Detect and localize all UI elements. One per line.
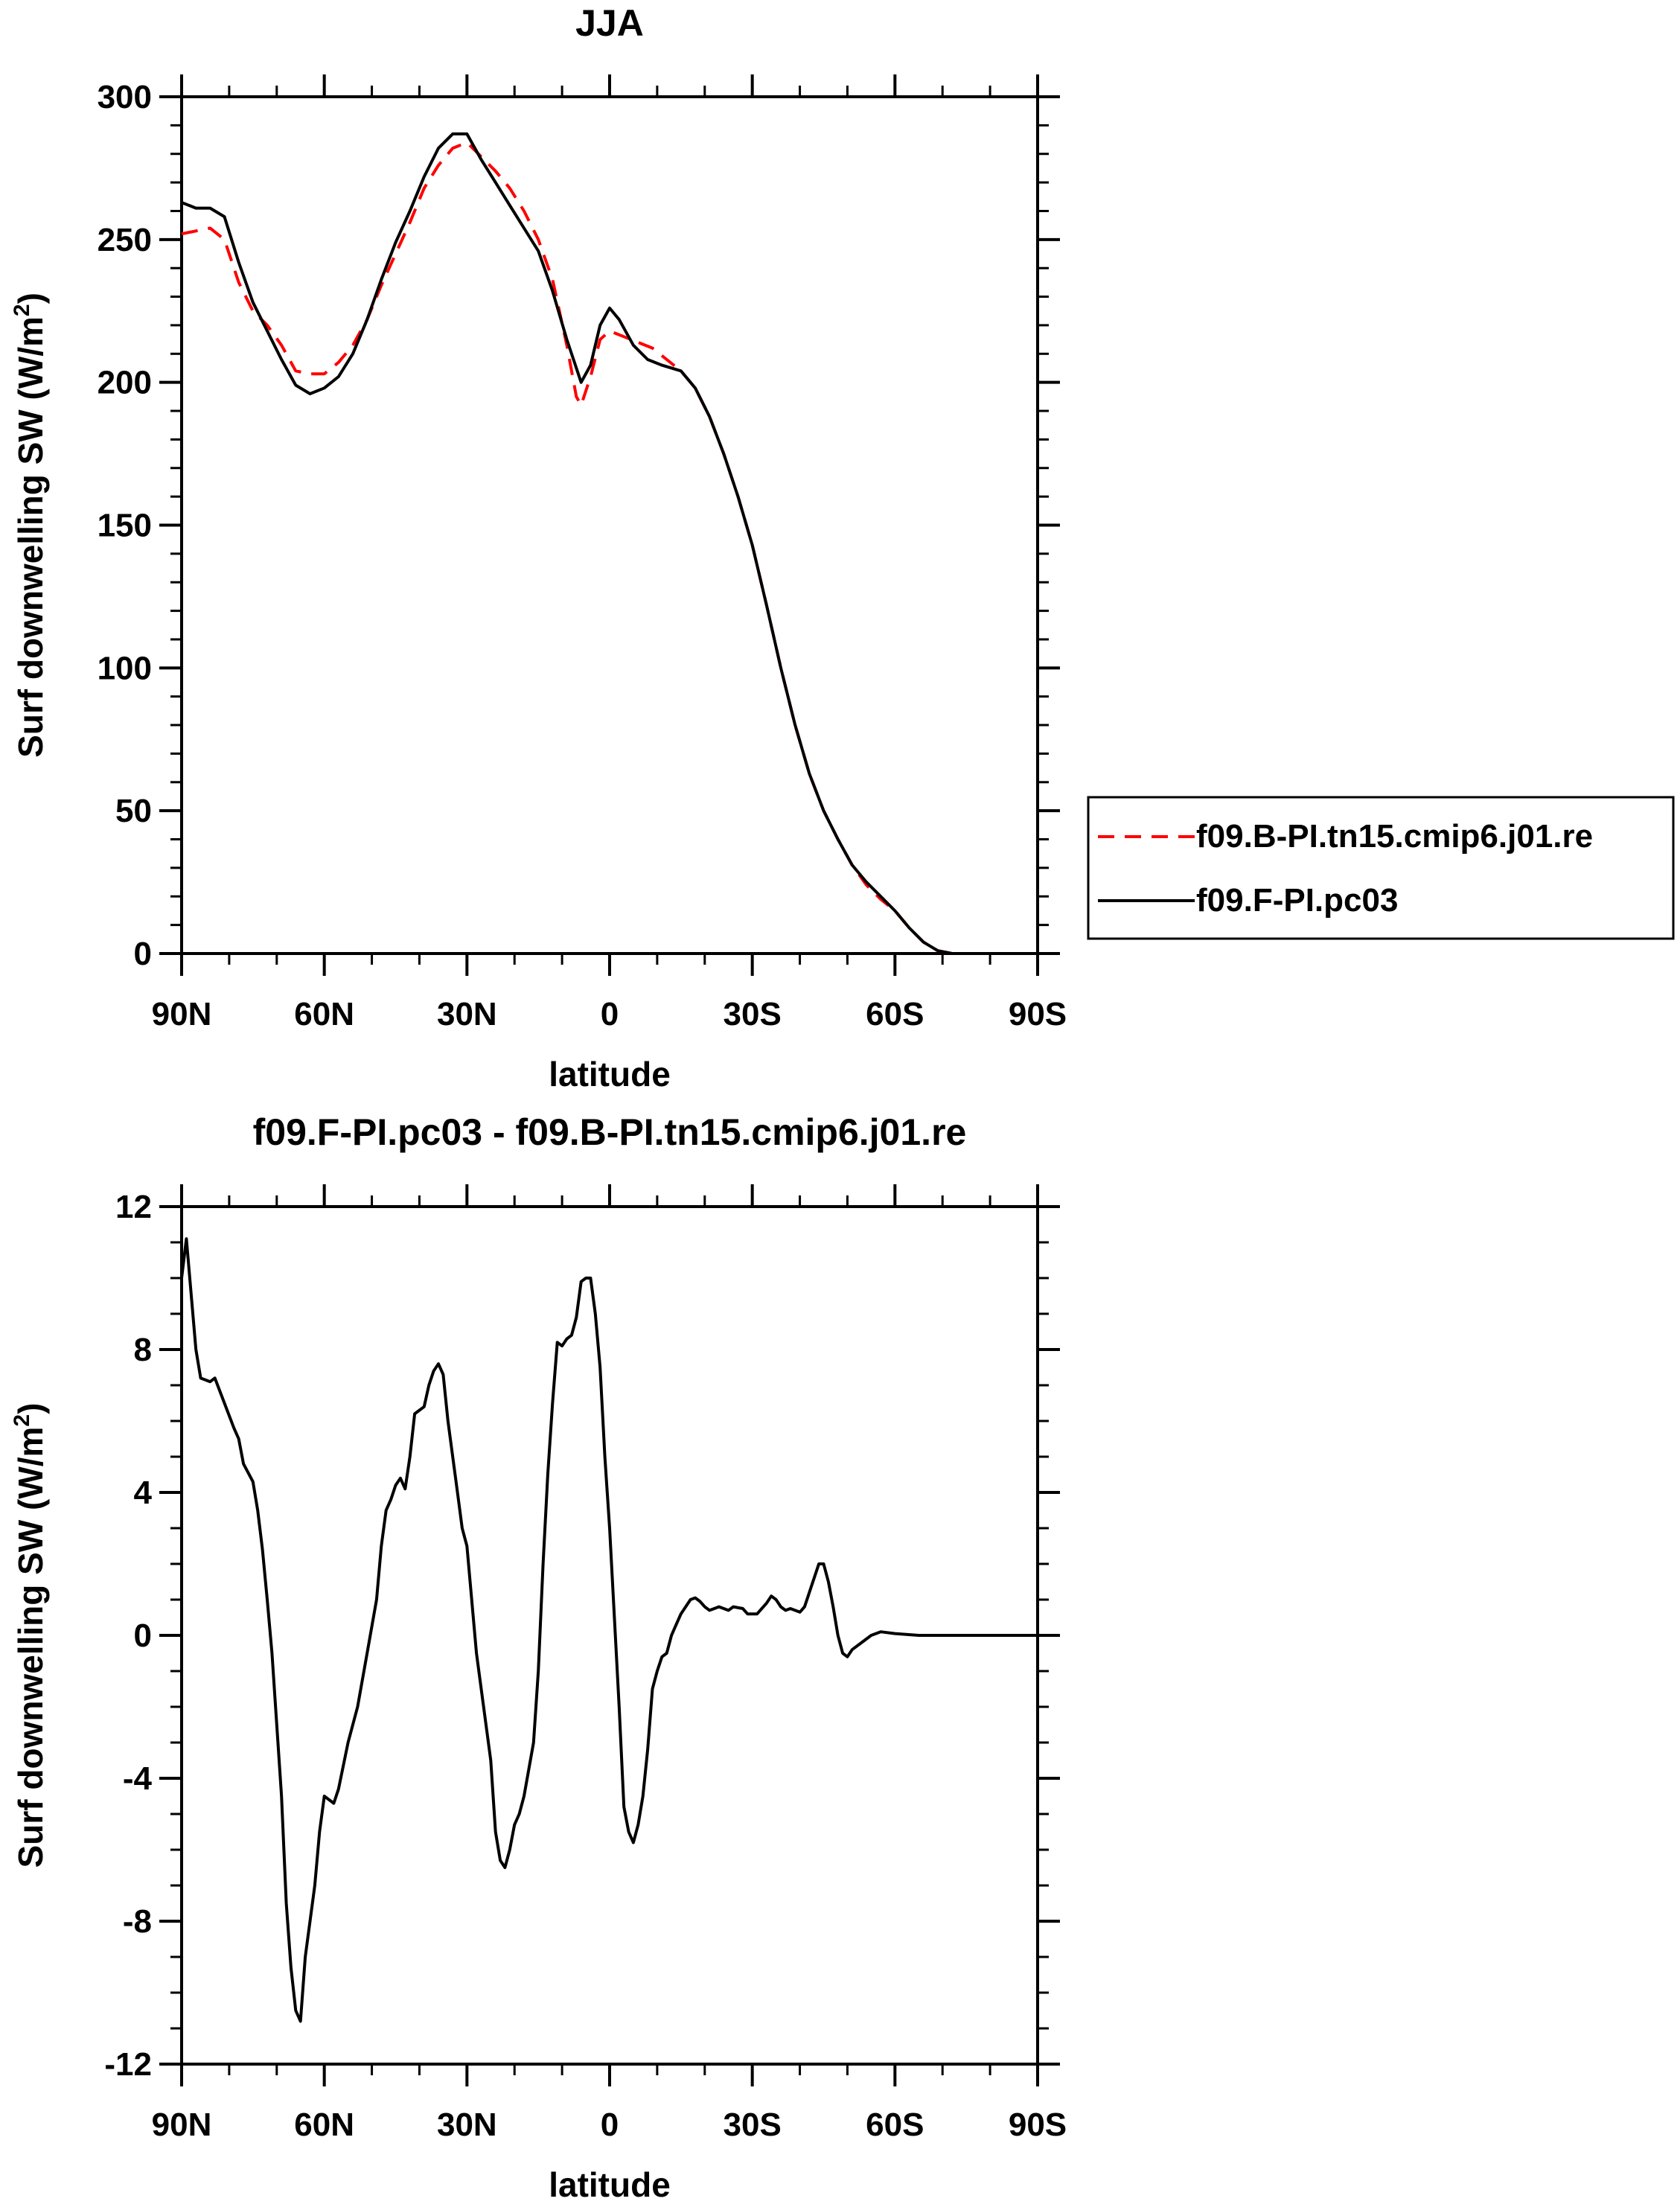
bottom-x-tick-label: 60N	[294, 2107, 354, 2143]
top-series-line-f09-f-pi-pc03	[181, 132, 1038, 955]
top-y-tick-label: 150	[98, 508, 152, 544]
top-y-tick-label: 50	[115, 793, 152, 829]
bottom-x-tick-label: 60S	[866, 2107, 924, 2143]
bottom-y-axis-label-end: )	[11, 1403, 50, 1414]
top-x-axis-label: latitude	[549, 1055, 671, 1093]
top-x-tick-label: 60N	[294, 996, 354, 1032]
top-x-tick-label: 90S	[1009, 996, 1067, 1032]
top-y-axis-label-superscript: 2	[10, 304, 34, 316]
top-chart-title: JJA	[575, 2, 644, 44]
legend-label-b-pi: f09.B-PI.tn15.cmip6.j01.re	[1196, 818, 1593, 855]
bottom-y-tick-label: 0	[134, 1617, 152, 1654]
top-x-tick-label: 0	[601, 996, 619, 1032]
top-x-tick-label: 30S	[724, 996, 782, 1032]
top-y-tick-label: 100	[98, 650, 152, 686]
bottom-y-tick-label: -12	[104, 2046, 152, 2083]
top-x-tick-label: 30N	[437, 996, 497, 1032]
legend-box	[1087, 796, 1675, 940]
bottom-y-tick-label: -4	[123, 1760, 153, 1797]
bottom-x-tick-label: 30S	[724, 2107, 782, 2143]
top-y-axis-label: Surf downwelling SW (W/m2)	[10, 293, 50, 758]
bottom-y-tick-label: 8	[134, 1332, 152, 1368]
top-x-tick-label: 90N	[152, 996, 212, 1032]
top-y-tick-label: 250	[98, 222, 152, 258]
bottom-chart-title: f09.F-PI.pc03 - f09.B-PI.tn15.cmip6.j01.…	[253, 1111, 967, 1153]
top-y-axis-label-end: )	[11, 293, 50, 304]
top-y-tick-label: 0	[134, 936, 152, 972]
bottom-series-line-difference	[180, 1237, 1038, 2023]
top-y-tick-label: 300	[98, 79, 152, 115]
bottom-x-axis-label: latitude	[549, 2165, 671, 2204]
top-plot-frame	[180, 95, 1039, 955]
legend: f09.B-PI.tn15.cmip6.j01.re f09.F-PI.pc03	[1087, 796, 1675, 940]
bottom-x-tick-label: 90S	[1009, 2107, 1067, 2143]
bottom-x-tick-label: 30N	[437, 2107, 497, 2143]
top-x-tick-label: 60S	[866, 996, 924, 1032]
bottom-y-axis-label-superscript: 2	[10, 1414, 34, 1427]
top-y-tick-label: 200	[98, 365, 152, 401]
bottom-x-tick-label: 0	[601, 2107, 619, 2143]
top-series-line-f09-b-pi-tn15-cmip6-j01-re	[181, 141, 1038, 955]
bottom-y-axis-label: Surf downwelling SW (W/m2)	[10, 1403, 50, 1868]
bottom-x-tick-label: 90N	[152, 2107, 212, 2143]
bottom-y-tick-label: 12	[115, 1189, 152, 1225]
bottom-y-tick-label: -8	[123, 1903, 152, 1940]
bottom-y-tick-label: 4	[134, 1475, 153, 1511]
legend-label-f-pi: f09.F-PI.pc03	[1196, 882, 1398, 919]
